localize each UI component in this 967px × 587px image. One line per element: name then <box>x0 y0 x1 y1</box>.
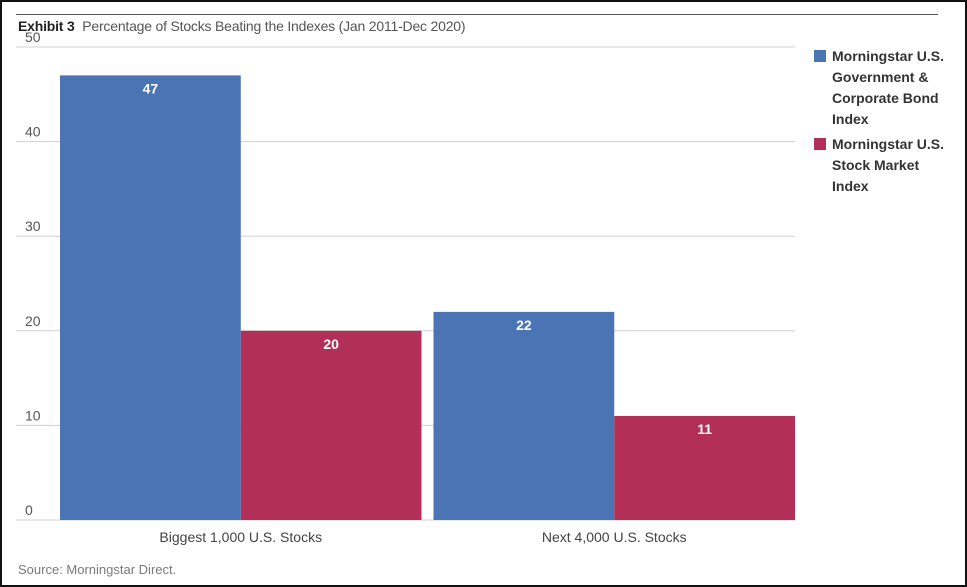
legend: Morningstar U.S. Government & Corporate … <box>814 46 954 201</box>
legend-item-bond-index: Morningstar U.S. Government & Corporate … <box>814 46 954 130</box>
source-note: Source: Morningstar Direct. <box>18 562 177 577</box>
chart-header: Exhibit 3 Percentage of Stocks Beating t… <box>18 18 466 34</box>
bar-1-0 <box>433 311 615 520</box>
y-tick-label-10: 10 <box>25 407 41 423</box>
legend-swatch-bond-index <box>814 50 826 62</box>
y-tick-label-20: 20 <box>25 313 41 329</box>
chart-title: Percentage of Stocks Beating the Indexes… <box>82 18 466 34</box>
data-label-0-0: 47 <box>143 80 159 96</box>
category-label-1: Next 4,000 U.S. Stocks <box>542 529 687 545</box>
data-label-1-0: 22 <box>516 317 532 333</box>
exhibit-label: Exhibit 3 <box>18 18 75 34</box>
legend-item-stock-index: Morningstar U.S. Stock Market Index <box>814 134 954 197</box>
legend-swatch-stock-index <box>814 138 826 150</box>
y-tick-label-30: 30 <box>25 218 41 234</box>
bar-0-0 <box>60 75 241 520</box>
legend-label-bond-index: Morningstar U.S. Government & Corporate … <box>832 48 945 127</box>
top-rule <box>16 14 938 15</box>
y-tick-label-0: 0 <box>25 502 33 518</box>
bar-1-1 <box>614 415 795 520</box>
legend-label-stock-index: Morningstar U.S. Stock Market Index <box>832 136 945 194</box>
data-label-1-1: 11 <box>697 421 712 437</box>
data-label-0-1: 20 <box>323 336 339 352</box>
y-tick-label-50: 50 <box>25 29 41 45</box>
bar-0-1 <box>240 330 422 520</box>
y-tick-label-40: 40 <box>25 124 41 140</box>
category-label-0: Biggest 1,000 U.S. Stocks <box>159 529 322 545</box>
